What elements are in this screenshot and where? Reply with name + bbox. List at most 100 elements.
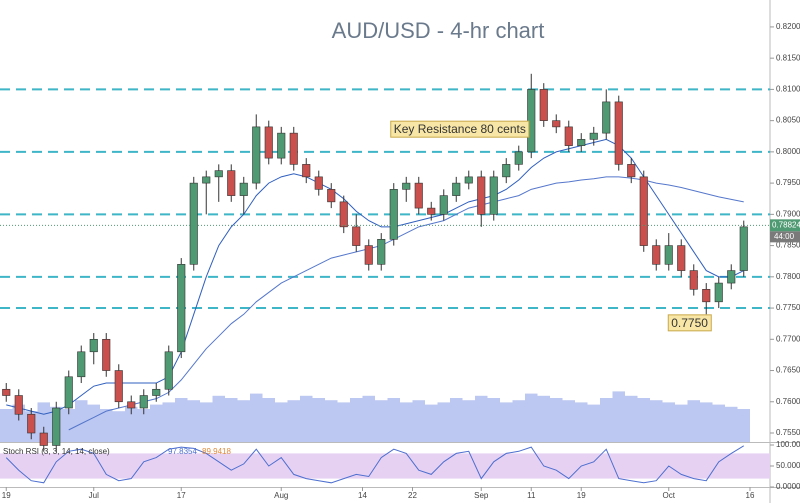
- rsi-label: Stoch RSI (3, 3, 14, 14, close): [3, 447, 110, 456]
- x-tick-label: Oct: [663, 491, 676, 500]
- volume-bar: [262, 398, 275, 442]
- timer: 44:00: [774, 232, 795, 241]
- volume-bar: [625, 395, 638, 442]
- volume-bar: [250, 393, 263, 442]
- volume-bar: [287, 400, 300, 442]
- candle-body: [564, 126, 573, 146]
- volume-bar: [275, 402, 288, 442]
- x-tick-label: 14: [358, 491, 367, 500]
- volume-bar: [562, 400, 575, 442]
- rsi-tick-label: 0.0000: [776, 482, 800, 491]
- candle-body: [577, 139, 586, 146]
- volume-bar: [462, 400, 475, 442]
- candle-body: [514, 151, 523, 165]
- candle-body: [714, 282, 723, 303]
- price-tag-bg: [770, 219, 800, 232]
- candle-body: [677, 245, 686, 271]
- candle-body: [339, 201, 348, 228]
- x-tick-label: 19: [577, 491, 586, 500]
- volume-bar: [487, 398, 500, 442]
- price-tag: 0.78824: [772, 220, 800, 229]
- candle-body: [239, 182, 248, 196]
- volume-bar: [237, 400, 250, 442]
- volume-bar: [550, 398, 563, 442]
- candle-body: [652, 245, 661, 265]
- candle-body: [52, 407, 61, 446]
- x-tick-label: 17: [177, 491, 186, 500]
- volume-bar: [475, 395, 488, 442]
- x-tick-label: 19: [2, 491, 11, 500]
- candle-body: [427, 207, 436, 215]
- volume-bar: [200, 402, 213, 442]
- y-tick-label: 0.75500: [776, 428, 800, 437]
- timer-bg: [770, 231, 800, 243]
- x-tick-label: 16: [746, 491, 755, 500]
- candle-body: [77, 351, 86, 378]
- candle-body: [114, 370, 123, 403]
- candle-body: [377, 239, 386, 265]
- volume-bar: [525, 393, 538, 442]
- volume-bar: [600, 398, 613, 442]
- candle-body: [464, 176, 473, 184]
- volume-bar: [662, 402, 675, 442]
- candle-body: [127, 401, 136, 409]
- candle-body: [164, 351, 173, 390]
- volume-bar: [162, 402, 175, 442]
- rsi-k: 97.8354: [168, 447, 197, 456]
- x-tick-label: 22: [408, 491, 417, 500]
- volume-bar: [712, 404, 725, 442]
- candle-body: [264, 126, 273, 159]
- volume-bar: [225, 398, 238, 442]
- x-tick-label: Jul: [89, 491, 99, 500]
- volume-bar: [212, 395, 225, 442]
- volume-bar: [0, 409, 13, 442]
- candle-body: [14, 395, 23, 415]
- volume-bar: [325, 400, 338, 442]
- volume-bar: [362, 395, 375, 442]
- annotation-box: [667, 314, 712, 332]
- volume-bar: [387, 398, 400, 442]
- candle-body: [227, 170, 236, 196]
- volume-bar: [450, 398, 463, 442]
- candle-body: [527, 89, 536, 153]
- annotation: 0.7750: [671, 316, 708, 330]
- rsi-tick-label: 100.0000: [776, 440, 800, 449]
- candle-body: [627, 164, 636, 178]
- candle-body: [402, 182, 411, 190]
- volume-bar: [675, 404, 688, 442]
- volume-bar: [100, 409, 113, 442]
- volume-bar: [587, 404, 600, 442]
- rsi-line: [5, 445, 745, 484]
- candle-body: [452, 182, 461, 196]
- volume-bar: [125, 406, 138, 442]
- candle-body: [39, 432, 48, 446]
- volume-bar: [412, 400, 425, 442]
- volume-bar: [175, 398, 188, 442]
- candle-body: [439, 195, 448, 215]
- volume-bar: [650, 400, 663, 442]
- volume-bar: [375, 400, 388, 442]
- x-tick-label: Sep: [474, 491, 489, 500]
- candle-body: [727, 270, 736, 284]
- candle-body: [602, 101, 611, 134]
- candle-body: [202, 176, 211, 184]
- candle-body: [189, 182, 198, 265]
- candle-body: [539, 89, 548, 121]
- volume-bar: [87, 404, 100, 442]
- candle-body: [614, 101, 623, 165]
- candle-body: [214, 170, 223, 178]
- candle-body: [177, 264, 186, 353]
- volume-bar: [112, 411, 125, 442]
- candle-body: [314, 176, 323, 190]
- candle-body: [289, 132, 298, 165]
- candle-body: [64, 376, 73, 409]
- volume-bar: [637, 398, 650, 442]
- volume-bar: [37, 402, 50, 442]
